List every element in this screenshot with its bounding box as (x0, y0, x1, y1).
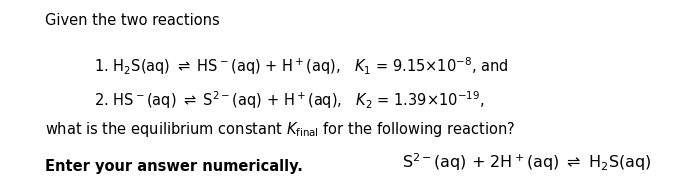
Text: Enter your answer numerically.: Enter your answer numerically. (45, 159, 303, 174)
Text: S$^{2-}$(aq) + 2H$^+$(aq) $\rightleftharpoons$ H$_2$S(aq): S$^{2-}$(aq) + 2H$^+$(aq) $\rightlefthar… (402, 151, 652, 173)
Text: 2. HS$^-$(aq) $\rightleftharpoons$ S$^{2-}$(aq) + H$^+$(aq),   $K_2$ = 1.39×10$^: 2. HS$^-$(aq) $\rightleftharpoons$ S$^{2… (94, 89, 484, 111)
Text: what is the equilibrium constant $K_\mathrm{final}$ for the following reaction?: what is the equilibrium constant $K_\mat… (45, 120, 516, 139)
Text: 1. H$_2$S(aq) $\rightleftharpoons$ HS$^-$(aq) + H$^+$(aq),   $K_1$ = 9.15×10$^{-: 1. H$_2$S(aq) $\rightleftharpoons$ HS$^-… (94, 55, 509, 77)
Text: Given the two reactions: Given the two reactions (45, 13, 220, 28)
